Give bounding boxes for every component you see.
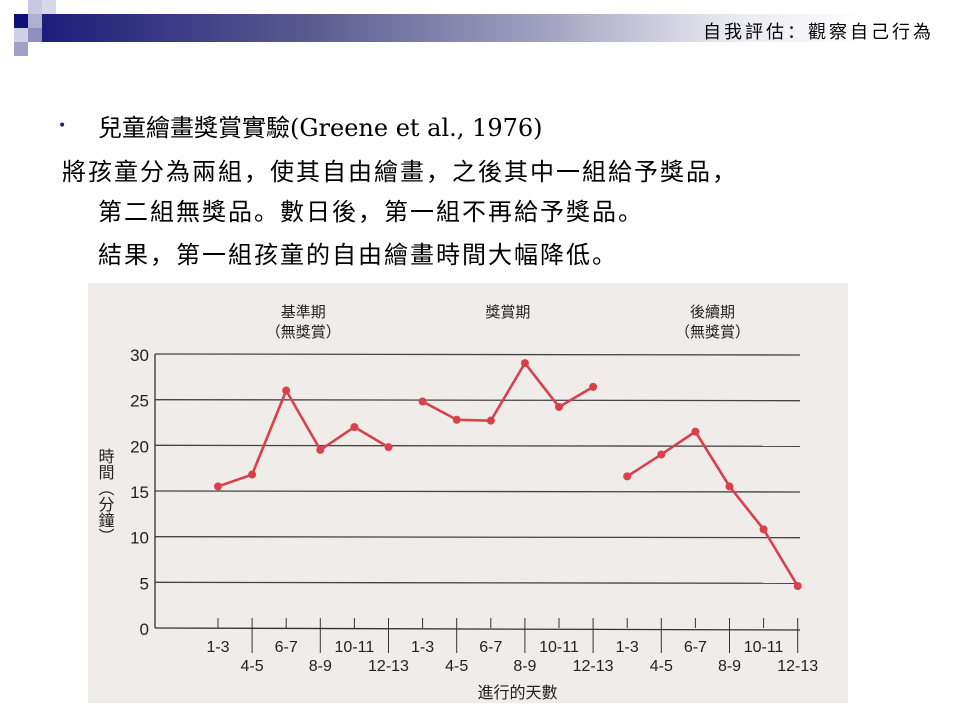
x-tick-label: 1-3 (411, 639, 434, 656)
x-tick-label: 1-3 (206, 639, 229, 656)
gridline (154, 353, 801, 356)
decor-square (14, 28, 28, 42)
phase-label: 後續期 (690, 304, 735, 321)
data-point (759, 525, 768, 534)
gridline (154, 581, 801, 584)
decor-square (14, 14, 28, 28)
gridline (154, 490, 801, 493)
data-point (282, 386, 291, 395)
phase-sublabel: （無獎賞） (675, 324, 750, 341)
x-tick-label: 4-5 (445, 658, 468, 675)
data-point (350, 423, 359, 432)
line-chart: 0510152025301-34-56-78-910-1112-131-34-5… (96, 304, 819, 702)
data-point (214, 482, 222, 491)
x-tick-label: 8-9 (513, 658, 536, 675)
y-tick-label: 0 (140, 620, 149, 639)
slide-title: 自我評估：觀察自己行為 (703, 22, 934, 43)
x-axis-label: 進行的天數 (477, 684, 557, 702)
paragraph-line: 第二組無獎品。數日後，第一組不再給予獎品。 (98, 198, 644, 226)
paragraph-result: 結果，第一組孩童的自由繪畫時間大幅降低。 (98, 241, 618, 269)
data-point (589, 382, 598, 391)
x-tick-label: 6-7 (684, 639, 707, 656)
data-point (418, 397, 427, 406)
data-point (691, 427, 700, 436)
decor-square (28, 28, 42, 42)
y-tick-label: 25 (130, 392, 149, 411)
data-point (725, 482, 734, 491)
decor-square (28, 0, 42, 14)
x-tick-label: 10-11 (539, 639, 579, 656)
x-tick-label: 10-11 (335, 639, 375, 656)
y-axis-label: 時間（分鐘） (96, 448, 115, 544)
chart-figure: 0 5 10 15 20 25 30 1-3 4-5 6-7 8-9 10-11 12-13 1-3 4-5… (88, 283, 848, 703)
bullet-title: 兒童繪畫獎賞實驗(Greene et al., 1976) (98, 114, 543, 142)
paragraph-line: 將孩童分為兩組，使其自由繪畫，之後其中一組給予獎品， (62, 158, 738, 186)
y-tick-label: 5 (140, 574, 149, 593)
x-tick-label: 12-13 (573, 658, 614, 675)
decor-square (28, 14, 42, 28)
data-point (520, 359, 529, 368)
data-point (384, 443, 393, 452)
y-tick-label: 30 (130, 346, 149, 365)
decor-square (42, 0, 56, 14)
decor-square (14, 42, 28, 56)
data-point (486, 416, 495, 425)
x-tick-label: 6-7 (275, 639, 298, 656)
phase-label: 獎賞期 (485, 304, 530, 321)
x-axis (154, 627, 801, 631)
x-tick-label: 12-13 (368, 658, 409, 675)
x-tick-label: 6-7 (479, 639, 502, 656)
data-point (248, 470, 257, 479)
x-tick-label: 8-9 (309, 658, 332, 675)
header-gradient-bar (28, 14, 960, 42)
data-point (316, 445, 325, 454)
y-tick-label: 10 (130, 529, 149, 548)
data-point (452, 415, 461, 424)
x-tick-label: 8-9 (718, 658, 741, 675)
phase-sublabel: （無獎賞） (266, 324, 341, 341)
y-tick-label: 15 (130, 483, 149, 502)
gridline (154, 399, 801, 402)
data-point (555, 402, 563, 411)
x-tick-label: 12-13 (777, 658, 818, 675)
series-line (421, 360, 594, 422)
data-point (623, 472, 632, 481)
x-tick-label: 1-3 (616, 639, 639, 656)
x-tick-label: 4-5 (241, 658, 264, 675)
phase-label: 基準期 (281, 304, 326, 321)
y-tick-label: 20 (130, 437, 149, 456)
series-line (626, 429, 799, 587)
bullet-icon: • (58, 118, 67, 134)
gridline (154, 536, 801, 539)
x-tick-label: 10-11 (744, 639, 784, 656)
x-tick-label: 4-5 (650, 658, 673, 675)
data-point (793, 581, 802, 590)
data-point (657, 450, 666, 459)
series-line (217, 387, 390, 488)
